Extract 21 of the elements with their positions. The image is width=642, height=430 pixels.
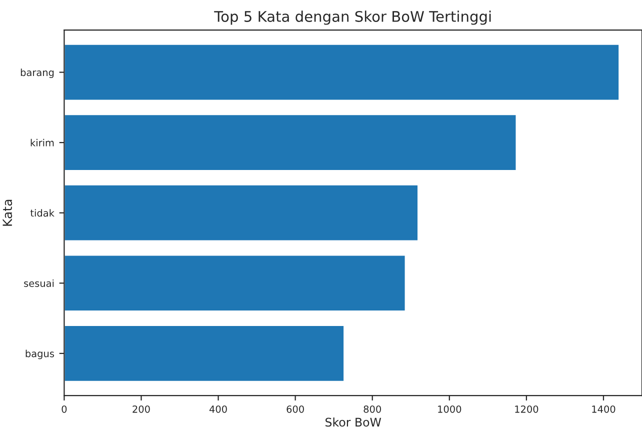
x-tick-label: 800 — [364, 405, 381, 413]
x-axis-title: Skor BoW — [326, 418, 382, 427]
y-tick-label: sesuai — [24, 279, 54, 287]
bar — [64, 43, 620, 102]
x-tick-label: 600 — [286, 405, 304, 413]
y-tick-label: kirim — [30, 138, 54, 146]
bar — [64, 184, 419, 242]
bar — [64, 254, 406, 312]
x-tick-label: 1200 — [515, 405, 538, 413]
y-axis-title: Kata — [2, 200, 12, 226]
bar — [64, 114, 518, 172]
y-tick-label: tidak — [30, 209, 54, 217]
y-tick-label: barang — [20, 68, 54, 78]
y-tick-label: bagus — [26, 350, 54, 360]
x-tick-label: 1000 — [438, 405, 462, 413]
x-tick-label: 400 — [209, 405, 227, 413]
x-tick-label: 200 — [132, 405, 150, 413]
bar — [64, 324, 345, 382]
x-tick-label: 0 — [62, 405, 67, 413]
chart-title: Top 5 Kata dengan Skor BoW Tertinggi — [214, 10, 491, 25]
x-tick-label: 1400 — [592, 405, 616, 413]
